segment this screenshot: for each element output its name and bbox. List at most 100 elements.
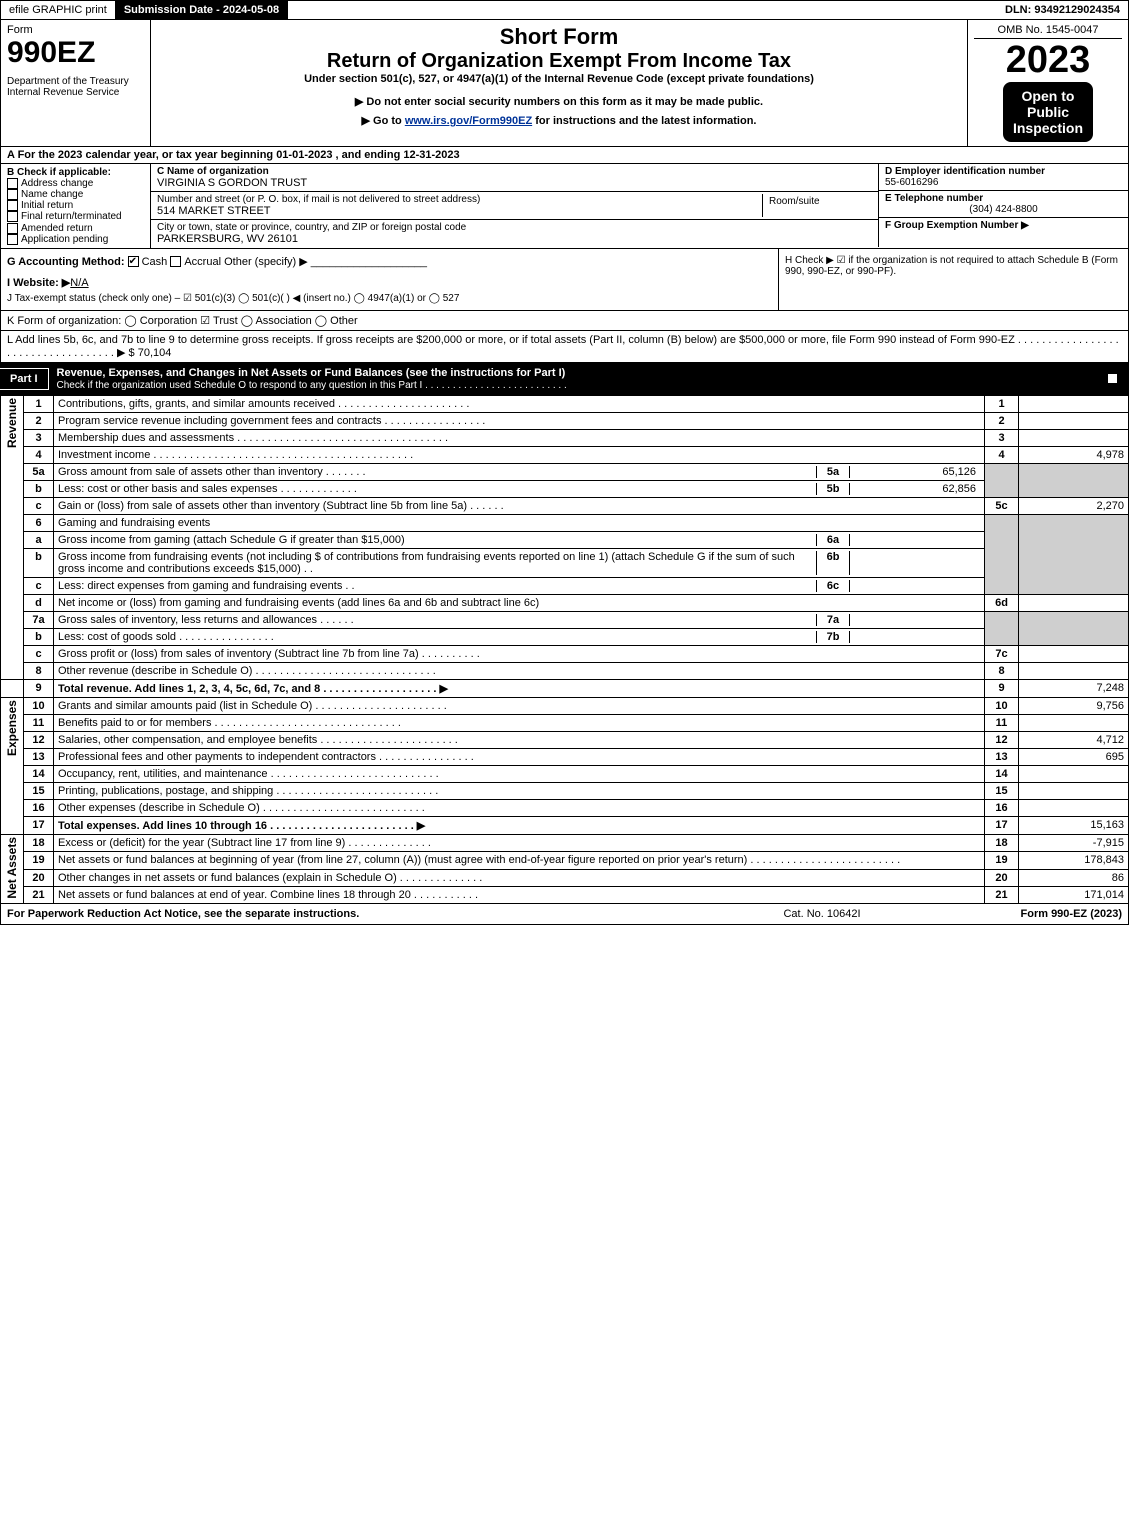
goto-pre: ▶ Go to	[362, 115, 405, 127]
line-num-2: 2	[24, 412, 54, 429]
line-13-box: 13	[985, 748, 1019, 765]
chk-name-change[interactable]	[7, 189, 18, 200]
opt-name-change: Name change	[21, 189, 83, 200]
h-schedule-b: H Check ▶ ☑ if the organization is not r…	[778, 249, 1128, 310]
line-5a-box: 5a	[816, 466, 850, 478]
chk-schedule-o[interactable]	[1107, 373, 1118, 384]
line-20-amt: 86	[1019, 869, 1129, 886]
badge-line1: Open to	[1022, 88, 1075, 104]
chk-amended-return[interactable]	[7, 223, 18, 234]
goto-link[interactable]: www.irs.gov/Form990EZ	[405, 115, 532, 127]
line-num-6d: d	[24, 594, 54, 611]
line-num-5a: 5a	[24, 463, 54, 480]
opt-initial-return: Initial return	[21, 200, 73, 211]
line-4-text: Investment income . . . . . . . . . . . …	[54, 446, 985, 463]
line-19-amt: 178,843	[1019, 852, 1129, 869]
b-label: B Check if applicable:	[7, 167, 144, 178]
line-6c-box: 6c	[816, 580, 850, 592]
line-7c-box: 7c	[985, 645, 1019, 662]
line-num-7c: c	[24, 645, 54, 662]
line-19-text: Net assets or fund balances at beginning…	[54, 852, 985, 869]
line-num-6: 6	[24, 514, 54, 531]
chk-initial-return[interactable]	[7, 200, 18, 211]
g-cash: Cash	[142, 256, 168, 268]
part1-sub: Check if the organization used Schedule …	[57, 380, 567, 391]
line-6d-text: Net income or (loss) from gaming and fun…	[54, 594, 985, 611]
line-6a-cell: Gross income from gaming (attach Schedul…	[54, 531, 985, 548]
line-10-amt: 9,756	[1019, 697, 1129, 714]
c-name-label: C Name of organization	[157, 166, 872, 177]
line-17-box: 17	[985, 816, 1019, 834]
col-b: B Check if applicable: Address change Na…	[1, 164, 151, 248]
e-label: E Telephone number	[885, 193, 1122, 204]
line-7c-amt	[1019, 645, 1129, 662]
line-7a-cell: Gross sales of inventory, less returns a…	[54, 611, 985, 628]
line-6a-box: 6a	[816, 534, 850, 546]
line-14-box: 14	[985, 765, 1019, 782]
l-gross-receipts: L Add lines 5b, 6c, and 7b to line 9 to …	[0, 331, 1129, 363]
shade-5b	[1019, 463, 1129, 497]
line-18-text: Excess or (deficit) for the year (Subtra…	[54, 834, 985, 851]
chk-cash[interactable]	[128, 256, 139, 267]
line-11-amt	[1019, 714, 1129, 731]
c-street-label: Number and street (or P. O. box, if mail…	[157, 194, 762, 205]
room-label: Room/suite	[769, 196, 866, 207]
line-num-21: 21	[24, 887, 54, 904]
line-6c-amt	[850, 580, 980, 592]
line-1-text: Contributions, gifts, grants, and simila…	[54, 395, 985, 412]
line-10-box: 10	[985, 697, 1019, 714]
line-7b-amt	[850, 631, 980, 643]
line-12-box: 12	[985, 731, 1019, 748]
chk-address-change[interactable]	[7, 178, 18, 189]
line-num-3: 3	[24, 429, 54, 446]
line-6d-box: 6d	[985, 594, 1019, 611]
line-2-text: Program service revenue including govern…	[54, 412, 985, 429]
line-20-text: Other changes in net assets or fund bala…	[54, 869, 985, 886]
line-16-box: 16	[985, 799, 1019, 816]
line-6a-text: Gross income from gaming (attach Schedul…	[58, 534, 816, 546]
line-num-20: 20	[24, 869, 54, 886]
title-short-form: Short Form	[157, 24, 961, 50]
line-6b-amt	[850, 551, 980, 575]
opt-amended-return: Amended return	[21, 223, 93, 234]
telephone: (304) 424-8800	[885, 204, 1122, 215]
dln: DLN: 93492129024354	[997, 1, 1128, 19]
i-label: I Website: ▶	[7, 277, 70, 289]
line-17-amt: 15,163	[1019, 816, 1129, 834]
line-3-box: 3	[985, 429, 1019, 446]
line-13-text: Professional fees and other payments to …	[54, 748, 985, 765]
line-14-text: Occupancy, rent, utilities, and maintena…	[54, 765, 985, 782]
j-tax-exempt: J Tax-exempt status (check only one) – ☑…	[7, 293, 772, 304]
line-7b-cell: Less: cost of goods sold . . . . . . . .…	[54, 628, 985, 645]
line-12-text: Salaries, other compensation, and employ…	[54, 731, 985, 748]
rot-revenue: Revenue	[1, 395, 24, 679]
line-13-amt: 695	[1019, 748, 1129, 765]
shade-6	[985, 514, 1019, 594]
line-9-text: Total revenue. Add lines 1, 2, 3, 4, 5c,…	[54, 679, 985, 697]
line-num-13: 13	[24, 748, 54, 765]
line-num-16: 16	[24, 799, 54, 816]
g-label: G Accounting Method:	[7, 256, 125, 268]
public-inspection-badge: Open to Public Inspection	[1003, 82, 1093, 142]
shade-5	[985, 463, 1019, 497]
footer-right: Form 990-EZ (2023)	[922, 908, 1122, 920]
f-label: F Group Exemption Number ▶	[885, 220, 1122, 231]
line-6-text: Gaming and fundraising events	[54, 514, 985, 531]
line-5b-box: 5b	[816, 483, 850, 495]
line-6b-cell: Gross income from fundraising events (no…	[54, 548, 985, 577]
chk-accrual[interactable]	[170, 256, 181, 267]
rot-expenses: Expenses	[1, 697, 24, 834]
lines-table: Revenue 1Contributions, gifts, grants, a…	[0, 395, 1129, 905]
chk-final-return[interactable]	[7, 211, 18, 222]
chk-application-pending[interactable]	[7, 234, 18, 245]
line-3-amt	[1019, 429, 1129, 446]
line-14-amt	[1019, 765, 1129, 782]
opt-address-change: Address change	[21, 178, 93, 189]
line-num-17: 17	[24, 816, 54, 834]
line-18-box: 18	[985, 834, 1019, 851]
footer-center: Cat. No. 10642I	[722, 908, 922, 920]
line-7a-text: Gross sales of inventory, less returns a…	[58, 614, 816, 626]
line-3-text: Membership dues and assessments . . . . …	[54, 429, 985, 446]
line-7b-box: 7b	[816, 631, 850, 643]
line-15-text: Printing, publications, postage, and shi…	[54, 782, 985, 799]
